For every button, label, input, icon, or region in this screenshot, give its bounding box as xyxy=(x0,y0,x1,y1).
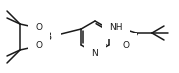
Text: O: O xyxy=(35,24,42,32)
Text: N: N xyxy=(92,49,98,58)
Text: O: O xyxy=(122,41,129,49)
Text: B: B xyxy=(45,32,53,42)
Text: O: O xyxy=(35,41,42,51)
Text: NH: NH xyxy=(109,22,123,32)
